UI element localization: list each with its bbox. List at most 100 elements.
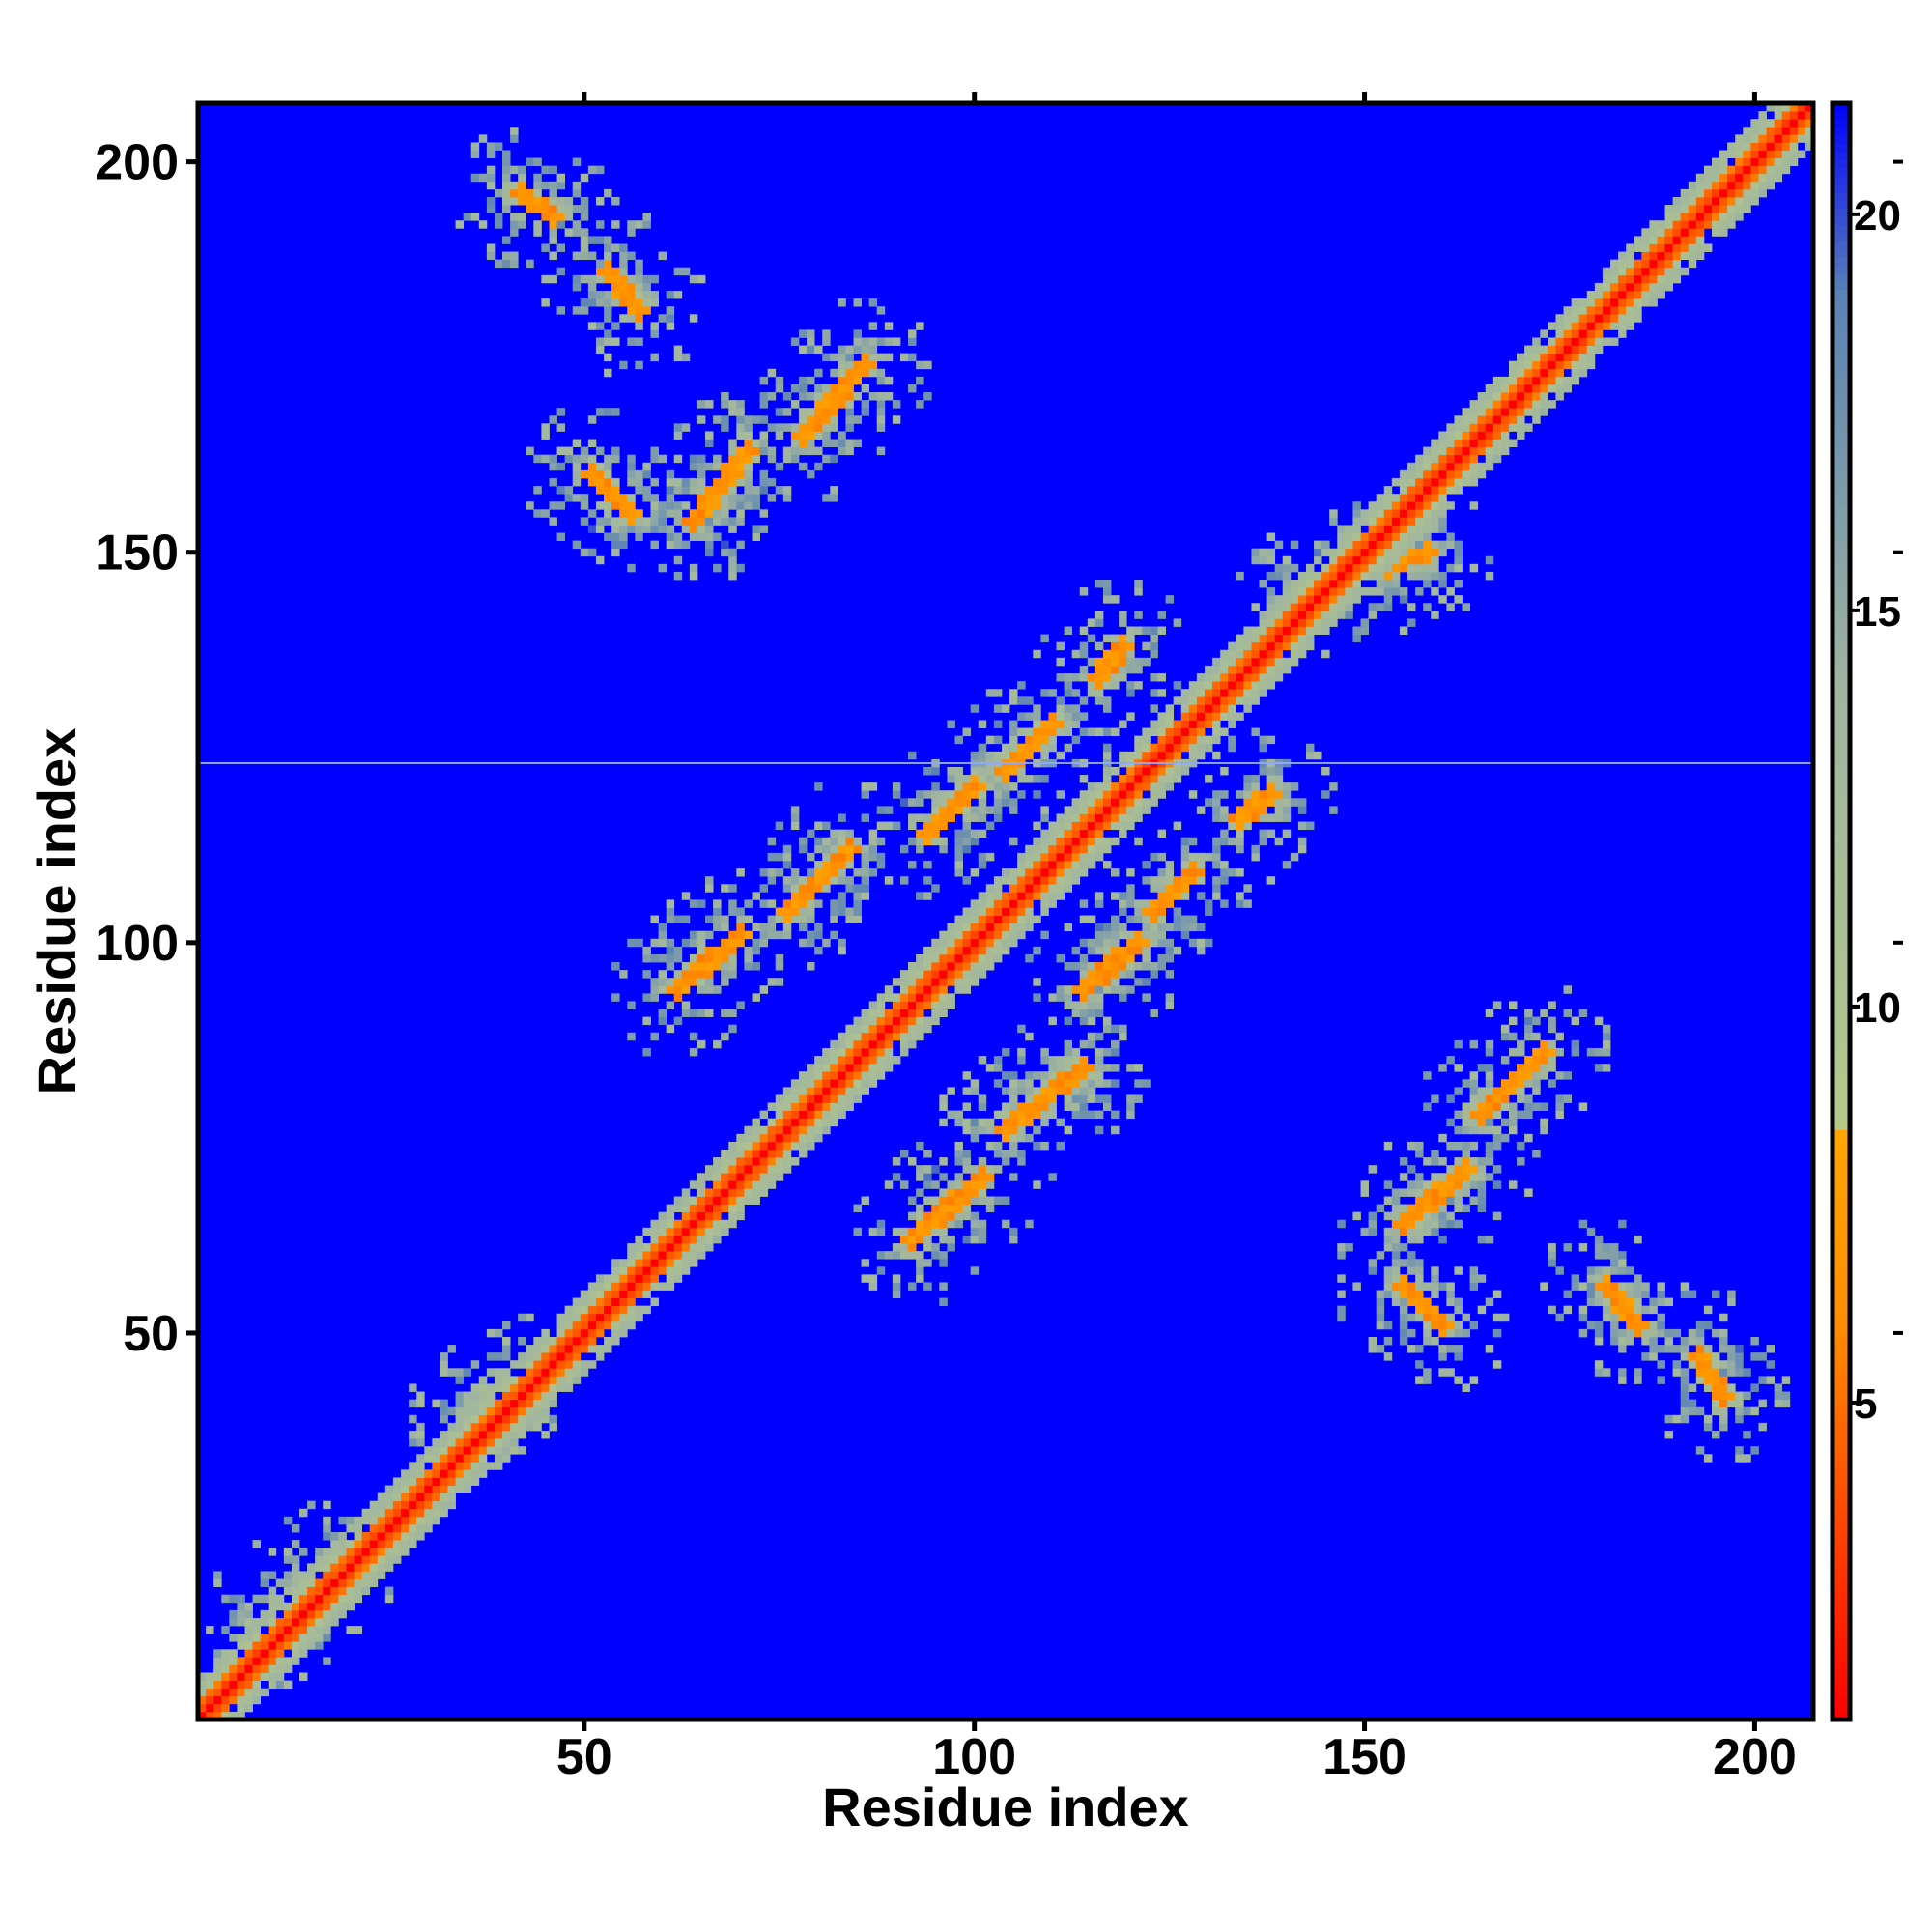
heatmap-cell bbox=[845, 345, 854, 355]
heatmap-cell bbox=[580, 1321, 589, 1330]
heatmap-cell bbox=[1165, 876, 1175, 885]
heatmap-cell bbox=[1680, 1282, 1690, 1291]
heatmap-cell bbox=[291, 1523, 300, 1533]
heatmap-cell bbox=[673, 946, 683, 955]
heatmap-cell bbox=[1048, 1173, 1057, 1181]
heatmap-cell bbox=[876, 1009, 886, 1018]
heatmap-cell bbox=[307, 1609, 316, 1619]
heatmap-cell bbox=[1259, 657, 1267, 667]
heatmap-cell bbox=[1423, 486, 1432, 495]
heatmap-cell bbox=[790, 1141, 800, 1151]
heatmap-cell bbox=[1305, 821, 1315, 831]
heatmap-cell bbox=[1071, 1102, 1081, 1111]
heatmap-cell bbox=[970, 970, 980, 979]
heatmap-cell bbox=[1064, 1016, 1073, 1026]
heatmap-cell bbox=[696, 1251, 706, 1260]
heatmap-cell bbox=[728, 462, 737, 471]
heatmap-cell bbox=[736, 454, 745, 464]
heatmap-cell bbox=[283, 1634, 293, 1642]
heatmap-cell bbox=[1297, 837, 1307, 846]
heatmap-cell bbox=[899, 1251, 909, 1260]
heatmap-cell bbox=[962, 985, 972, 994]
heatmap-cell bbox=[1001, 1196, 1010, 1205]
heatmap-cell bbox=[580, 213, 589, 221]
heatmap-cell bbox=[1540, 1064, 1548, 1072]
heatmap-cell bbox=[1094, 1001, 1104, 1009]
heatmap-cell bbox=[1500, 415, 1510, 424]
heatmap-cell bbox=[299, 1571, 308, 1579]
heatmap-cell bbox=[689, 454, 698, 464]
heatmap-cell bbox=[572, 439, 582, 448]
heatmap-cell bbox=[213, 1711, 222, 1720]
heatmap-cell bbox=[463, 1368, 472, 1377]
heatmap-cell bbox=[1508, 400, 1518, 409]
heatmap-cell bbox=[1321, 595, 1330, 604]
heatmap-cell bbox=[899, 1235, 909, 1244]
heatmap-cell bbox=[1173, 618, 1182, 627]
heatmap-cell bbox=[1079, 868, 1089, 877]
heatmap-cell bbox=[541, 509, 550, 518]
heatmap-cell bbox=[650, 978, 659, 986]
heatmap-cell bbox=[962, 1204, 972, 1213]
heatmap-cell bbox=[1040, 813, 1049, 822]
heatmap-cell bbox=[1719, 220, 1728, 229]
heatmap-cell bbox=[962, 821, 972, 831]
heatmap-cell bbox=[1220, 899, 1229, 908]
heatmap-cell bbox=[673, 486, 683, 495]
heatmap-cell bbox=[510, 1446, 519, 1455]
heatmap-cell bbox=[759, 923, 769, 932]
heatmap-cell bbox=[1094, 1064, 1104, 1072]
heatmap-cell bbox=[1406, 1141, 1416, 1151]
heatmap-cell bbox=[533, 454, 542, 464]
heatmap-cell bbox=[822, 1125, 831, 1135]
heatmap-cell bbox=[1134, 915, 1143, 924]
heatmap-cell bbox=[1438, 1313, 1447, 1322]
heatmap-cell bbox=[1399, 532, 1408, 541]
heatmap-cell bbox=[1594, 1368, 1604, 1377]
heatmap-cell bbox=[1431, 548, 1439, 557]
heatmap-cell bbox=[1119, 923, 1127, 932]
heatmap-cell bbox=[237, 1602, 245, 1611]
heatmap-cell bbox=[1094, 978, 1104, 986]
heatmap-cell bbox=[1446, 563, 1455, 573]
heatmap-cell bbox=[1040, 1056, 1049, 1065]
heatmap-cell bbox=[1102, 1079, 1112, 1088]
heatmap-cell bbox=[1048, 837, 1057, 846]
heatmap-cell bbox=[611, 454, 620, 464]
heatmap-cell bbox=[1188, 938, 1198, 948]
heatmap-cell bbox=[838, 345, 846, 355]
heatmap-cell bbox=[1555, 353, 1564, 362]
heatmap-cell bbox=[1126, 821, 1135, 831]
heatmap-cell bbox=[1017, 1133, 1026, 1143]
heatmap-cell bbox=[1282, 657, 1292, 667]
heatmap-cell bbox=[1517, 376, 1525, 385]
heatmap-cell bbox=[424, 1523, 433, 1533]
heatmap-cell bbox=[1664, 1430, 1674, 1439]
heatmap-cell bbox=[1423, 517, 1432, 526]
heatmap-cell bbox=[1282, 611, 1292, 619]
heatmap-cell bbox=[291, 1571, 300, 1579]
heatmap-cell bbox=[1712, 1352, 1720, 1361]
heatmap-cell bbox=[861, 790, 870, 799]
heatmap-cell bbox=[954, 915, 963, 924]
heatmap-cell bbox=[1243, 626, 1252, 635]
heatmap-cell bbox=[759, 1110, 769, 1120]
heatmap-cell bbox=[1134, 681, 1143, 690]
heatmap-cell bbox=[1119, 611, 1127, 619]
heatmap-cell bbox=[1508, 376, 1518, 385]
heatmap-cell bbox=[1743, 134, 1751, 143]
heatmap-cell bbox=[572, 469, 582, 479]
heatmap-cell bbox=[541, 274, 550, 284]
heatmap-cell bbox=[954, 1118, 963, 1127]
heatmap-cell bbox=[1173, 681, 1182, 690]
heatmap-cell bbox=[1360, 1180, 1369, 1189]
heatmap-cell bbox=[587, 439, 597, 448]
heatmap-cell bbox=[759, 1141, 769, 1151]
heatmap-cell bbox=[931, 821, 940, 831]
heatmap-cell bbox=[604, 337, 612, 346]
heatmap-cell bbox=[1126, 813, 1135, 822]
heatmap-cell bbox=[798, 1094, 808, 1103]
heatmap-cell bbox=[1094, 813, 1104, 822]
heatmap-cell bbox=[1337, 1305, 1346, 1315]
heatmap-cell bbox=[767, 1141, 777, 1151]
